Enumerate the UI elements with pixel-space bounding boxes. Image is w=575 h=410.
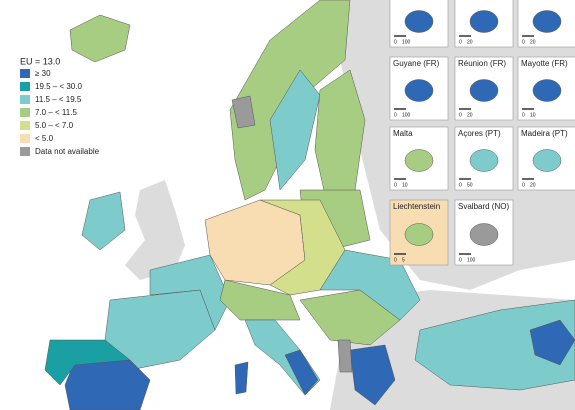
scale-label: 0 (459, 112, 462, 118)
scale-label: 20 (530, 39, 536, 45)
legend-swatch (20, 108, 30, 117)
inset-title: Madeira (PT) (521, 129, 568, 138)
land (44, 0, 575, 410)
legend-label: Data not available (35, 147, 100, 156)
inset-region (532, 149, 562, 172)
legend-label: 5.0 – < 7.0 (35, 121, 74, 130)
region-balkans (299, 289, 401, 346)
legend-label: 19.5 – < 30.0 (35, 82, 82, 91)
legend-swatch (20, 69, 30, 78)
legend-swatch (20, 134, 30, 143)
inset-region (404, 149, 434, 172)
inset-region (469, 10, 499, 33)
legend-label: 11.5 – < 19.5 (35, 95, 82, 104)
scale-label: 20 (530, 182, 536, 188)
inset-title: Réunion (FR) (458, 59, 506, 68)
inset-title: Malta (393, 129, 413, 138)
region-sweden (269, 69, 321, 191)
scale-label: 100 (402, 39, 411, 45)
legend-label: < 5.0 (35, 134, 54, 143)
legend-swatch (20, 121, 30, 130)
scale-label: 10 (530, 112, 536, 118)
scale-label: 0 (394, 182, 397, 188)
inset-title: Mayotte (FR) (521, 59, 568, 68)
inset-region (469, 79, 499, 102)
legend-swatch (20, 82, 30, 91)
scale-label: 100 (402, 112, 411, 118)
region-ireland (81, 191, 126, 251)
region-greece (349, 344, 396, 406)
inset-title: Açores (PT) (458, 129, 501, 138)
scale-label: 5 (402, 257, 405, 263)
region-na (231, 95, 256, 129)
scale-label: 0 (459, 182, 462, 188)
region-turkey-east (529, 319, 575, 366)
scale-label: 0 (522, 182, 525, 188)
scale-label: 100 (467, 257, 476, 263)
inset-title: Liechtenstein (393, 202, 440, 211)
scale-label: 0 (394, 39, 397, 45)
legend-label: ≥ 30 (35, 69, 51, 78)
inset-region (532, 79, 562, 102)
non-eu-land (125, 180, 185, 280)
scale-label: 10 (402, 182, 408, 188)
region-turkey (414, 299, 575, 391)
legend-title: EU = 13.0 (20, 56, 60, 66)
scale-label: 20 (467, 112, 473, 118)
scale-label: 50 (467, 182, 473, 188)
legend-label: 7.0 – < 11.5 (35, 108, 77, 117)
scale-label: 0 (522, 112, 525, 118)
region-sardinia (234, 361, 249, 395)
scale-label: 20 (467, 39, 473, 45)
legend: EU = 13.0 ≥ 30 19.5 – < 30.0 11.5 – < 19.5… (20, 56, 100, 156)
region-iberia-north (44, 339, 131, 386)
region-na (337, 339, 353, 373)
region-iberia-south (64, 359, 151, 410)
scale-label: 0 (394, 112, 397, 118)
inset-title: Svalbard (NO) (458, 202, 509, 211)
legend-swatch (20, 147, 30, 156)
scale-label: 0 (522, 39, 525, 45)
inset-region (404, 79, 434, 102)
inset-region (469, 149, 499, 172)
inset-region (532, 10, 562, 33)
inset-region (404, 223, 434, 246)
inset-region (404, 10, 434, 33)
region-italy-south (284, 349, 319, 396)
scale-label: 0 (459, 39, 462, 45)
inset-region (469, 223, 499, 246)
region-iceland (69, 14, 131, 63)
scale-label: 0 (394, 257, 397, 263)
legend-swatch (20, 95, 30, 104)
scale-label: 0 (459, 257, 462, 263)
inset-title: Guyane (FR) (393, 59, 440, 68)
